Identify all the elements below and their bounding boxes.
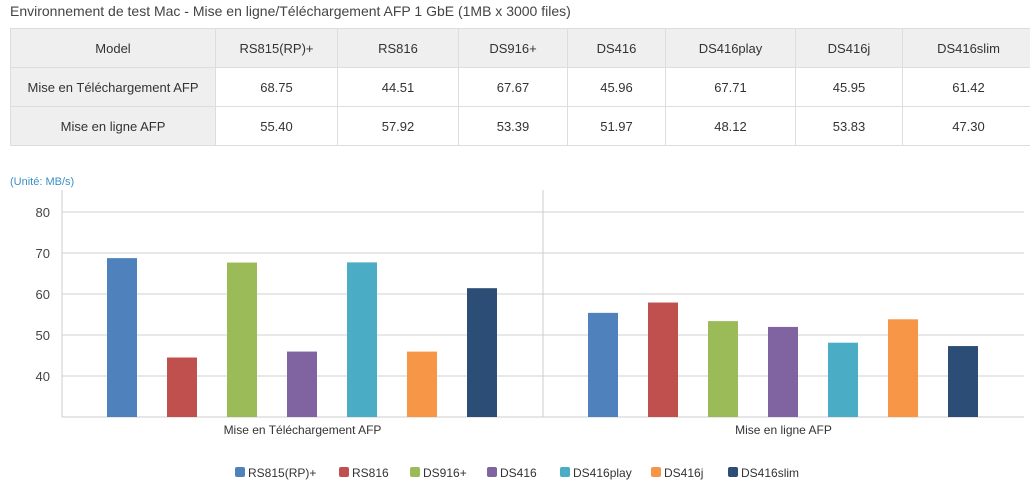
row-header: Mise en Téléchargement AFP: [10, 67, 216, 107]
bar-RS816: [648, 302, 678, 417]
table-cell: 45.96: [567, 67, 666, 107]
column-header: DS416j: [795, 28, 903, 68]
row-header: Mise en ligne AFP: [10, 106, 216, 146]
table-cell: 47.30: [902, 106, 1030, 146]
bar-DS416play: [347, 262, 377, 417]
table-row: Mise en ligne AFP 55.40 57.92 53.39 51.97 48.…: [10, 106, 1030, 146]
unit-label: (Unité: MB/s): [10, 176, 74, 188]
column-header: DS916+: [458, 28, 568, 68]
legend-swatch: [728, 467, 738, 477]
table-row: Mise en Téléchargement AFP 68.75 44.51 67.6…: [10, 67, 1030, 107]
column-header: DS416play: [665, 28, 796, 68]
bar-DS916+: [708, 321, 738, 417]
legend-swatch: [487, 467, 497, 477]
bar-RS815(RP)+: [107, 258, 137, 417]
bar-DS916+: [227, 262, 257, 417]
legend-swatch: [560, 467, 570, 477]
bar-chart: (Unité: MB/s) 40 50 60 70 80 Mise en Télécharg…: [10, 176, 1024, 480]
legend-label: RS816: [352, 466, 389, 480]
table-cell: 67.67: [458, 67, 568, 107]
page-title: Environnement de test Mac - Mise en lign…: [10, 3, 571, 19]
bar-DS416: [768, 326, 798, 417]
bar-RS816: [167, 357, 197, 417]
column-header: RS816: [337, 28, 459, 68]
legend-label: DS416: [500, 466, 537, 480]
bar-DS416j: [888, 319, 918, 417]
bar-DS416slim: [467, 288, 497, 417]
column-header: RS815(RP)+: [215, 28, 338, 68]
legend-label: DS416j: [664, 466, 703, 480]
column-header: DS416: [567, 28, 666, 68]
results-table: Model RS815(RP)+ RS816 DS916+ DS416 DS416play…: [10, 28, 1030, 146]
y-tick-label: 50: [36, 328, 50, 343]
legend-label: RS815(RP)+: [248, 466, 316, 480]
table-cell: 61.42: [902, 67, 1030, 107]
table-cell: 48.12: [665, 106, 796, 146]
bar-RS815(RP)+: [588, 312, 618, 417]
bar-DS416play: [828, 342, 858, 417]
legend-swatch: [651, 467, 661, 477]
legend-label: DS416play: [573, 466, 632, 480]
table-cell: 67.71: [665, 67, 796, 107]
bar-DS416j: [407, 351, 437, 417]
table-cell: 53.83: [795, 106, 903, 146]
column-header: DS416slim: [902, 28, 1030, 68]
table-cell: 51.97: [567, 106, 666, 146]
legend-swatch: [235, 467, 245, 477]
legend-swatch: [410, 467, 420, 477]
table-cell: 57.92: [337, 106, 459, 146]
y-tick-label: 80: [36, 205, 50, 220]
legend-swatch: [339, 467, 349, 477]
bar-DS416slim: [948, 346, 978, 417]
legend-label: DS416slim: [741, 466, 799, 480]
y-tick-label: 60: [36, 287, 50, 302]
table-header-row: Model RS815(RP)+ RS816 DS916+ DS416 DS416play…: [10, 28, 1030, 68]
y-tick-label: 40: [36, 369, 50, 384]
bar-DS416: [287, 351, 317, 417]
table-cell: 55.40: [215, 106, 338, 146]
table-cell: 68.75: [215, 67, 338, 107]
x-category-label: Mise en ligne AFP: [735, 423, 832, 437]
table-cell: 45.95: [795, 67, 903, 107]
x-category-label: Mise en Téléchargement AFP: [224, 423, 382, 437]
table-cell: 53.39: [458, 106, 568, 146]
y-tick-label: 70: [36, 246, 50, 261]
table-cell: 44.51: [337, 67, 459, 107]
column-header: Model: [10, 28, 216, 68]
legend-label: DS916+: [423, 466, 467, 480]
